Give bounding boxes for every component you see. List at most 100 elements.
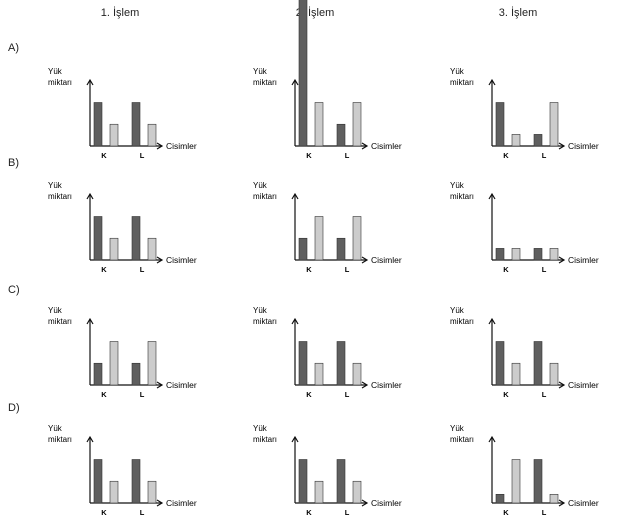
bar-1-2-K-1 (314, 102, 324, 147)
x-axis-label-3-2: Cisimler (371, 380, 402, 390)
category-label-4-2-K: K (306, 508, 312, 517)
x-axis-arrow-1-3 (558, 142, 566, 150)
category-label-2-3-K: K (503, 265, 509, 274)
bar-1-2-L-1 (352, 102, 362, 147)
y-axis-arrow-4-3 (488, 435, 496, 443)
y-axis-label-3-1-1: miktarı (48, 317, 72, 326)
y-axis-label-2-3-0: Yük (450, 181, 465, 190)
bar-2-2-L-1 (352, 216, 362, 261)
x-axis-label-2-1: Cisimler (166, 255, 197, 265)
category-label-2-1-L: L (140, 265, 145, 274)
y-axis-label-1-1-0: Yük (48, 67, 63, 76)
x-axis-label-2-3: Cisimler (568, 255, 599, 265)
y-axis-label-1-2-0: Yük (253, 67, 268, 76)
y-axis-label-1-3-0: Yük (450, 67, 465, 76)
y-axis-arrow-3-2 (291, 317, 299, 325)
bar-1-1-L-0 (131, 102, 141, 147)
x-axis-label-3-1: Cisimler (166, 380, 197, 390)
y-axis-label-4-2-1: miktarı (253, 435, 277, 444)
bar-3-1-L-1 (147, 341, 157, 386)
bar-3-1-L-0 (131, 362, 141, 386)
y-axis-label-4-3-1: miktarı (450, 435, 474, 444)
y-axis-label-4-1-0: Yük (48, 424, 63, 433)
bar-3-2-K-0 (298, 341, 308, 386)
x-axis-label-4-3: Cisimler (568, 498, 599, 508)
x-axis-arrow-3-2 (361, 381, 369, 389)
bar-2-3-K-1 (511, 248, 521, 261)
column-header-1: 1. İşlem (100, 7, 140, 19)
bar-3-3-L-1 (549, 362, 559, 386)
column-header-3: 3. İşlem (498, 7, 538, 19)
bar-1-3-K-1 (511, 134, 521, 147)
y-axis-label-2-1-1: miktarı (48, 192, 72, 201)
category-label-2-3-L: L (542, 265, 547, 274)
y-axis-arrow-1-1 (86, 78, 94, 86)
category-label-2-2-K: K (306, 265, 312, 274)
x-axis-arrow-3-1 (156, 381, 164, 389)
bar-2-3-K-0 (495, 248, 505, 261)
y-axis-label-2-2-0: Yük (253, 181, 268, 190)
category-label-3-1-K: K (101, 390, 107, 399)
bar-2-1-L-1 (147, 237, 157, 261)
bar-3-3-K-1 (511, 362, 521, 386)
category-label-3-3-L: L (542, 390, 547, 399)
bar-4-2-L-1 (352, 480, 362, 504)
category-label-1-1-K: K (101, 151, 107, 160)
bar-3-2-K-1 (314, 362, 324, 386)
y-axis-label-1-1-1: miktarı (48, 78, 72, 87)
option-label-b: B) (8, 157, 19, 169)
bar-1-1-L-1 (147, 123, 157, 147)
x-axis-label-4-1: Cisimler (166, 498, 197, 508)
category-label-3-3-K: K (503, 390, 509, 399)
bar-2-3-L-0 (533, 248, 543, 261)
bar-4-1-L-0 (131, 459, 141, 504)
x-axis-label-3-3: Cisimler (568, 380, 599, 390)
y-axis-label-2-2-1: miktarı (253, 192, 277, 201)
bar-1-1-K-1 (109, 123, 119, 147)
bar-3-2-L-0 (336, 341, 346, 386)
category-label-1-3-L: L (542, 151, 547, 160)
category-label-1-3-K: K (503, 151, 509, 160)
bar-4-2-K-1 (314, 480, 324, 504)
y-axis-label-1-2-1: miktarı (253, 78, 277, 87)
y-axis-arrow-3-1 (86, 317, 94, 325)
bar-1-2-K-0 (298, 0, 308, 147)
bar-3-1-K-1 (109, 341, 119, 386)
x-axis-label-4-2: Cisimler (371, 498, 402, 508)
y-axis-label-3-2-1: miktarı (253, 317, 277, 326)
category-label-2-1-K: K (101, 265, 107, 274)
y-axis-arrow-4-2 (291, 435, 299, 443)
bar-3-3-K-0 (495, 341, 505, 386)
x-axis-arrow-3-3 (558, 381, 566, 389)
bar-2-1-K-0 (93, 216, 103, 261)
bar-4-1-L-1 (147, 480, 157, 504)
category-label-1-1-L: L (140, 151, 145, 160)
category-label-1-2-L: L (345, 151, 350, 160)
bar-4-2-K-0 (298, 459, 308, 504)
y-axis-label-2-3-1: miktarı (450, 192, 474, 201)
category-label-4-3-K: K (503, 508, 509, 517)
bar-2-1-K-1 (109, 237, 119, 261)
option-label-d: D) (8, 402, 20, 414)
x-axis-arrow-4-1 (156, 499, 164, 507)
bar-1-1-K-0 (93, 102, 103, 147)
category-label-1-2-K: K (306, 151, 312, 160)
x-axis-arrow-2-2 (361, 256, 369, 264)
bar-4-3-L-0 (533, 459, 543, 504)
option-label-a: A) (8, 42, 19, 54)
y-axis-arrow-2-1 (86, 192, 94, 200)
x-axis-arrow-2-3 (558, 256, 566, 264)
bar-2-2-K-0 (298, 237, 308, 261)
y-axis-arrow-1-3 (488, 78, 496, 86)
bar-2-1-L-0 (131, 216, 141, 261)
y-axis-label-2-1-0: Yük (48, 181, 63, 190)
bar-4-3-K-0 (495, 493, 505, 504)
y-axis-label-3-1-0: Yük (48, 306, 63, 315)
category-label-4-1-L: L (140, 508, 145, 517)
y-axis-label-1-3-1: miktarı (450, 78, 474, 87)
y-axis-label-4-3-0: Yük (450, 424, 465, 433)
category-label-3-2-L: L (345, 390, 350, 399)
category-label-3-2-K: K (306, 390, 312, 399)
bar-2-2-K-1 (314, 216, 324, 261)
